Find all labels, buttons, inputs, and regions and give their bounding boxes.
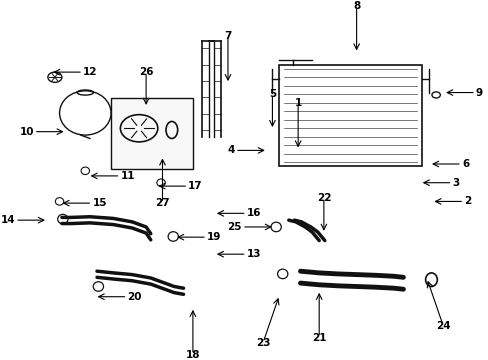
Text: 26: 26 bbox=[139, 67, 153, 77]
Text: 21: 21 bbox=[311, 333, 326, 343]
Text: 10: 10 bbox=[20, 127, 34, 137]
Text: 20: 20 bbox=[127, 292, 142, 302]
Text: 22: 22 bbox=[316, 193, 330, 203]
Text: 2: 2 bbox=[463, 197, 470, 206]
Text: 7: 7 bbox=[224, 31, 231, 41]
Text: 12: 12 bbox=[83, 67, 97, 77]
Text: 4: 4 bbox=[227, 145, 235, 156]
Text: 9: 9 bbox=[475, 87, 482, 98]
Text: 23: 23 bbox=[255, 338, 270, 348]
FancyBboxPatch shape bbox=[111, 98, 192, 169]
Text: 15: 15 bbox=[92, 198, 106, 208]
Text: 6: 6 bbox=[461, 159, 468, 169]
Text: 18: 18 bbox=[185, 350, 200, 360]
Text: 27: 27 bbox=[155, 198, 169, 208]
Text: 8: 8 bbox=[352, 1, 360, 11]
Text: 19: 19 bbox=[206, 232, 221, 242]
Text: 5: 5 bbox=[268, 89, 276, 99]
Text: 1: 1 bbox=[294, 98, 301, 108]
Text: 13: 13 bbox=[246, 249, 261, 259]
Text: 24: 24 bbox=[435, 321, 449, 330]
Text: 16: 16 bbox=[246, 208, 261, 218]
Text: 25: 25 bbox=[227, 222, 242, 232]
Text: 3: 3 bbox=[451, 178, 459, 188]
Text: 11: 11 bbox=[120, 171, 135, 181]
Text: 17: 17 bbox=[188, 181, 203, 191]
Text: 14: 14 bbox=[0, 215, 15, 225]
